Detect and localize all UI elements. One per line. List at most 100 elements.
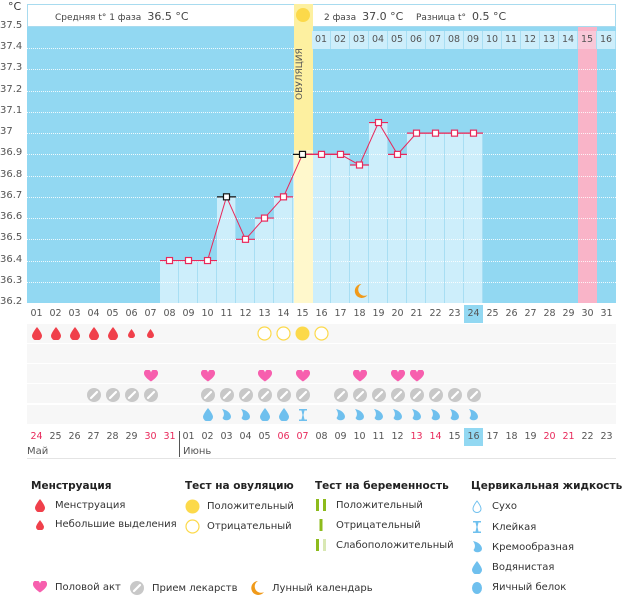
top-day-label: 09 <box>464 31 483 49</box>
x-tick-label: 23 <box>448 308 461 319</box>
sticky-icon[interactable] <box>293 405 312 424</box>
diff-stat: Разница t° 0.5 °C <box>416 10 506 23</box>
temperature-point[interactable] <box>165 256 174 265</box>
heart-icon[interactable] <box>255 366 274 385</box>
x-tick-label: 07 <box>144 308 157 319</box>
temperature-point[interactable] <box>222 193 231 201</box>
heart-icon[interactable] <box>141 366 160 385</box>
small-drop-icon[interactable] <box>122 324 141 343</box>
heart-icon[interactable] <box>198 366 217 385</box>
temperature-point[interactable] <box>450 129 459 137</box>
temperature-point[interactable] <box>431 129 440 137</box>
legend-ovulation-negative: Отрицательный <box>183 519 292 534</box>
temperature-bar <box>369 122 388 303</box>
small-drop-icon[interactable] <box>141 324 160 343</box>
legend-moon: Лунный календарь <box>248 581 373 595</box>
temperature-point[interactable] <box>279 193 288 201</box>
pill-icon[interactable] <box>350 385 369 404</box>
watery-drop-icon[interactable] <box>274 405 293 424</box>
x-tick-label: 29 <box>562 308 575 319</box>
moon-icon <box>354 284 368 298</box>
temperature-point[interactable] <box>241 235 250 243</box>
calendar-date: 11 <box>372 431 385 442</box>
pill-icon[interactable] <box>84 385 103 404</box>
pill-icon[interactable] <box>293 385 312 404</box>
legend-sex: Половой акт <box>31 581 121 593</box>
temperature-bar <box>198 260 217 303</box>
calendar-date: 10 <box>353 431 366 442</box>
watery-drop-icon[interactable] <box>198 405 217 424</box>
heart-icon[interactable] <box>388 366 407 385</box>
creamy-icon[interactable] <box>217 405 236 424</box>
ovulation-negative-icon[interactable] <box>255 324 274 343</box>
y-tick-label: 37.4 <box>0 41 23 53</box>
creamy-icon[interactable] <box>388 405 407 424</box>
creamy-icon[interactable] <box>236 405 255 424</box>
pill-icon[interactable] <box>388 385 407 404</box>
heart-icon[interactable] <box>407 366 426 385</box>
x-tick-label: 18 <box>353 308 366 319</box>
temperature-point[interactable] <box>355 161 364 169</box>
creamy-icon[interactable] <box>407 405 426 424</box>
pill-icon[interactable] <box>141 385 160 404</box>
calendar-date: 09 <box>334 431 347 442</box>
temperature-point[interactable] <box>298 150 307 158</box>
x-tick-label: 15 <box>296 308 309 319</box>
legend-fluid-sticky: Клейкая <box>468 521 536 533</box>
creamy-icon[interactable] <box>331 405 350 424</box>
temperature-point[interactable] <box>374 118 383 127</box>
watery-drop-icon[interactable] <box>255 405 274 424</box>
gridline <box>27 133 616 135</box>
legend-label: Водянистая <box>492 562 555 573</box>
pill-icon[interactable] <box>255 385 274 404</box>
pill-icon[interactable] <box>464 385 483 404</box>
creamy-icon[interactable] <box>350 405 369 424</box>
temperature-point[interactable] <box>412 129 421 137</box>
temperature-point[interactable] <box>203 256 212 265</box>
pill-icon[interactable] <box>407 385 426 404</box>
y-tick-label: 37.1 <box>0 104 23 116</box>
big-drop-icon[interactable] <box>27 324 46 343</box>
big-drop-icon[interactable] <box>65 324 84 343</box>
pill-icon[interactable] <box>426 385 445 404</box>
pill-icon[interactable] <box>236 385 255 404</box>
highlight-day-column <box>578 27 597 303</box>
ovulation-negative-icon[interactable] <box>274 324 293 343</box>
top-day-label: 07 <box>426 31 445 49</box>
pill-icon[interactable] <box>122 385 141 404</box>
ovulation-sun-icon <box>296 8 310 22</box>
temperature-bar <box>236 239 255 303</box>
pill-icon[interactable] <box>217 385 236 404</box>
creamy-icon[interactable] <box>369 405 388 424</box>
big-drop-icon[interactable] <box>84 324 103 343</box>
heart-icon[interactable] <box>350 366 369 385</box>
pill-icon[interactable] <box>369 385 388 404</box>
legend-label: Положительный <box>207 501 294 512</box>
top-day-label: 12 <box>521 31 540 49</box>
pill-icon[interactable] <box>445 385 464 404</box>
temperature-point[interactable] <box>317 150 326 158</box>
x-tick-label: 31 <box>600 308 613 319</box>
temperature-point[interactable] <box>469 129 478 137</box>
heart-icon[interactable] <box>293 366 312 385</box>
ovulation-negative-icon[interactable] <box>312 324 331 343</box>
temperature-point[interactable] <box>336 150 345 158</box>
phase1-stat: Средняя t° 1 фаза 36.5 °C <box>55 10 189 23</box>
temperature-point[interactable] <box>184 256 193 265</box>
creamy-icon[interactable] <box>426 405 445 424</box>
pill-icon[interactable] <box>331 385 350 404</box>
creamy-icon[interactable] <box>445 405 464 424</box>
pill-icon[interactable] <box>198 385 217 404</box>
big-drop-icon[interactable] <box>103 324 122 343</box>
legend-spotting: Небольшие выделения <box>31 519 177 530</box>
creamy-icon[interactable] <box>464 405 483 424</box>
gridline <box>27 281 616 283</box>
ovulation-positive-icon[interactable] <box>293 324 312 343</box>
pill-icon[interactable] <box>103 385 122 404</box>
ovulation-column-lower <box>294 150 313 303</box>
temperature-point[interactable] <box>393 150 402 158</box>
pill-icon[interactable] <box>274 385 293 404</box>
big-drop-icon[interactable] <box>46 324 65 343</box>
calendar-date: 27 <box>87 431 100 442</box>
temperature-point[interactable] <box>260 214 269 222</box>
